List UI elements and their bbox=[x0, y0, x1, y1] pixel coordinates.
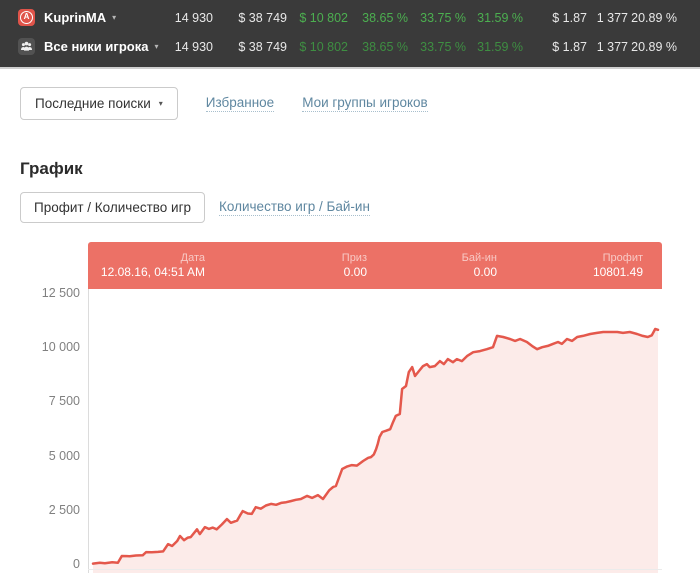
stat-profit: $ 10 802 bbox=[299, 10, 348, 25]
tooltip-prize-value: 0.00 bbox=[343, 265, 367, 279]
chart-tooltip-bar: Дата 12.08.16, 04:51 AM Приз 0.00 Бай-ин… bbox=[88, 242, 662, 289]
stat-count: 1 377 bbox=[596, 39, 628, 54]
stat-roi: 20.89 % bbox=[631, 10, 677, 25]
chart-tabs: Профит / Количество игр Количество игр /… bbox=[20, 192, 700, 223]
recent-searches-label: Последние поиски bbox=[35, 96, 151, 111]
chevron-down-icon: ▾ bbox=[112, 13, 117, 22]
all-nicks-row: Все ники игрока ▾ 14 930 $ 38 749 $ 10 8… bbox=[0, 32, 700, 61]
stat-percent-3: 31.59 % bbox=[477, 10, 523, 25]
stat-count: 1 377 bbox=[596, 10, 628, 25]
stat-avg-buyin: $ 1.87 bbox=[552, 10, 587, 25]
favorites-link[interactable]: Избранное bbox=[205, 95, 275, 112]
y-tick-label: 7 500 bbox=[48, 394, 80, 409]
tooltip-buyin: Бай-ин 0.00 bbox=[367, 251, 497, 280]
stat-percent-1: 38.65 % bbox=[362, 10, 408, 25]
y-tick-label: 2 500 bbox=[48, 502, 80, 517]
tooltip-buyin-value: 0.00 bbox=[473, 265, 497, 279]
chart-heading: График bbox=[20, 159, 83, 178]
stat-avg-buyin: $ 1.87 bbox=[552, 39, 587, 54]
player-dropdown[interactable]: A KuprinMA ▾ bbox=[18, 9, 160, 26]
recent-searches-dropdown[interactable]: Последние поиски ▾ bbox=[20, 87, 178, 120]
tooltip-profit-value: 10801.49 bbox=[592, 265, 643, 279]
x-axis-line bbox=[88, 569, 662, 570]
player-avatar-icon: A bbox=[18, 9, 35, 26]
avatar-letter: A bbox=[20, 11, 33, 24]
stat-winnings: $ 38 749 bbox=[238, 39, 287, 54]
tooltip-profit: Профит 10801.49 bbox=[497, 251, 643, 280]
chevron-down-icon: ▾ bbox=[158, 99, 163, 108]
people-group-icon bbox=[18, 38, 35, 55]
y-tick-label: 0 bbox=[73, 557, 80, 571]
profit-line bbox=[91, 327, 660, 565]
stat-games: 14 930 bbox=[174, 39, 213, 54]
chevron-down-icon: ▾ bbox=[154, 42, 159, 51]
tooltip-date: Дата 12.08.16, 04:51 AM bbox=[88, 251, 205, 280]
stat-percent-2: 33.75 % bbox=[420, 10, 466, 25]
y-tick-label: 10 000 bbox=[41, 340, 80, 355]
tooltip-profit-label: Профит bbox=[602, 252, 643, 264]
profit-chart: Дата 12.08.16, 04:51 AM Приз 0.00 Бай-ин… bbox=[0, 242, 700, 573]
player-stats-header: A KuprinMA ▾ 14 930 $ 38 749 $ 10 802 38… bbox=[0, 0, 700, 69]
player-name: KuprinMA bbox=[44, 10, 107, 25]
stat-percent-2: 33.75 % bbox=[420, 39, 466, 54]
tooltip-buyin-label: Бай-ин bbox=[461, 252, 497, 264]
tooltip-prize: Приз 0.00 bbox=[205, 251, 367, 280]
y-axis-line bbox=[88, 289, 89, 573]
my-player-groups-link[interactable]: Мои группы игроков bbox=[302, 95, 428, 112]
tooltip-date-value: 12.08.16, 04:51 AM bbox=[100, 265, 205, 279]
tab-profit-games[interactable]: Профит / Количество игр bbox=[20, 192, 206, 223]
tab-games-buyin[interactable]: Количество игр / Бай-ин bbox=[219, 199, 370, 216]
y-axis-labels: 12 500 10 000 7 500 5 000 2 500 0 bbox=[0, 286, 80, 573]
search-toolbar: Последние поиски ▾ Избранное Мои группы … bbox=[20, 87, 700, 120]
player-row: A KuprinMA ▾ 14 930 $ 38 749 $ 10 802 38… bbox=[0, 3, 700, 32]
stat-winnings: $ 38 749 bbox=[238, 10, 287, 25]
stat-games: 14 930 bbox=[174, 10, 213, 25]
plot-area bbox=[88, 289, 662, 573]
y-tick-label: 12 500 bbox=[41, 286, 80, 300]
stat-roi: 20.89 % bbox=[631, 39, 677, 54]
all-nicks-label: Все ники игрока bbox=[44, 39, 149, 54]
stat-percent-1: 38.65 % bbox=[362, 39, 408, 54]
y-tick-label: 5 000 bbox=[48, 448, 80, 463]
stat-percent-3: 31.59 % bbox=[477, 39, 523, 54]
all-nicks-dropdown[interactable]: Все ники игрока ▾ bbox=[18, 38, 160, 55]
stat-profit: $ 10 802 bbox=[299, 39, 348, 54]
tooltip-prize-label: Приз bbox=[341, 252, 367, 264]
tooltip-date-label: Дата bbox=[180, 252, 205, 264]
profit-chart-svg[interactable] bbox=[88, 289, 662, 573]
